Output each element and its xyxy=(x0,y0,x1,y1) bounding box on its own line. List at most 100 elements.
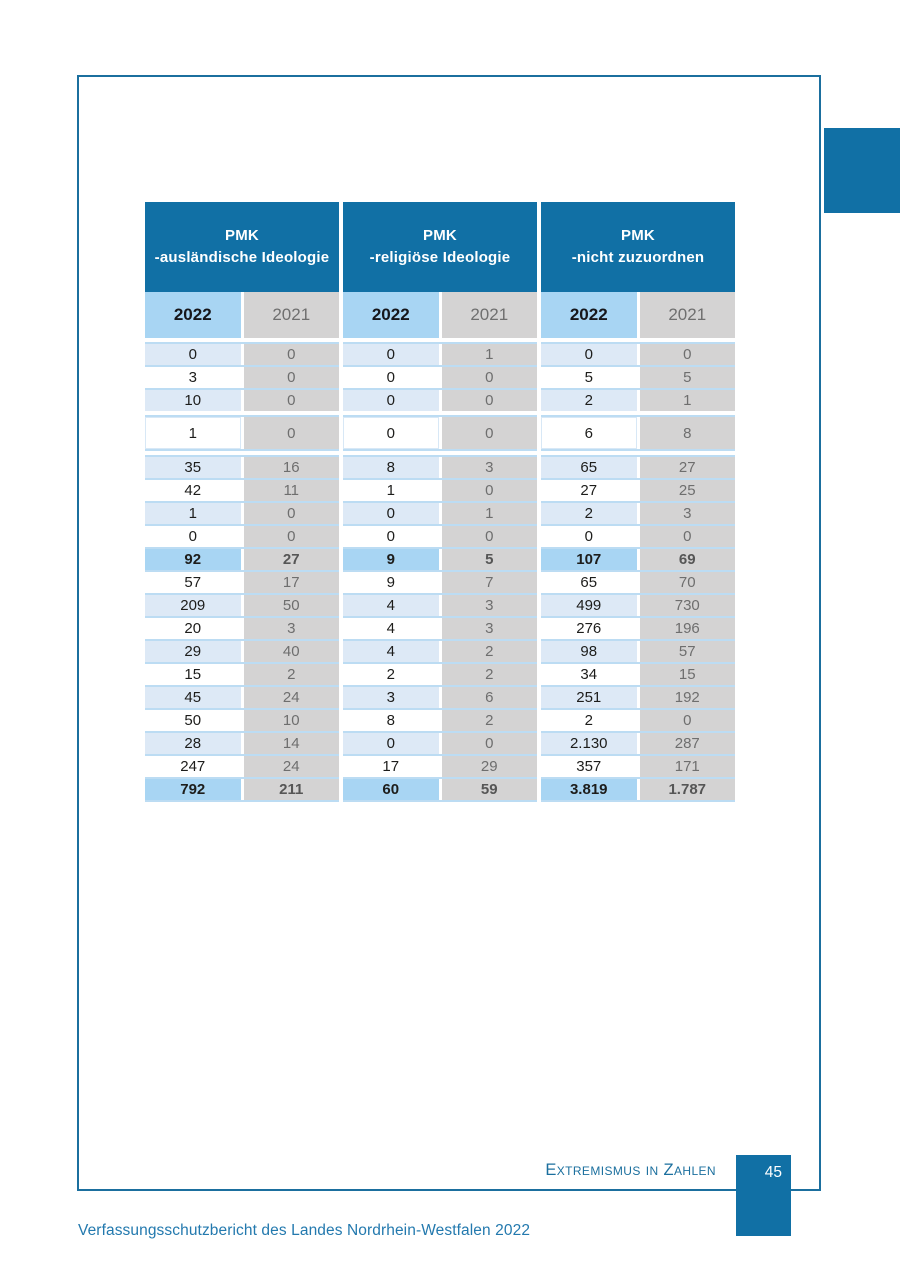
summary-row: 107 69 xyxy=(541,547,735,570)
value-2022: 27 xyxy=(541,480,637,501)
value-2021: 1 xyxy=(441,503,537,524)
value-2021: 730 xyxy=(639,595,735,616)
value-2021: 7 xyxy=(441,572,537,593)
value-2022: 792 xyxy=(145,779,241,800)
value-2022: 0 xyxy=(343,733,439,754)
value-2022: 4 xyxy=(343,618,439,639)
value-2022: 251 xyxy=(541,687,637,708)
value-2022: 17 xyxy=(343,756,439,777)
table-row: 209 50 xyxy=(145,593,339,616)
value-2021: 3 xyxy=(441,457,537,478)
value-2021: 57 xyxy=(639,641,735,662)
value-2021: 0 xyxy=(639,526,735,547)
value-2021: 0 xyxy=(441,733,537,754)
value-2022: 5 xyxy=(541,367,637,388)
value-2022: 0 xyxy=(343,417,439,449)
value-2022: 4 xyxy=(343,641,439,662)
table-row: 34 15 xyxy=(541,662,735,685)
group-header: PMK -nicht zuzuordnen xyxy=(541,202,735,292)
table-row: 17 29 xyxy=(343,754,537,777)
value-2022: 50 xyxy=(145,710,241,731)
table-row: 28 14 xyxy=(145,731,339,754)
value-2022: 65 xyxy=(541,457,637,478)
value-2021: 3 xyxy=(243,618,339,639)
table-row: 27 25 xyxy=(541,478,735,501)
value-2021: 2 xyxy=(243,664,339,685)
table-row: 50 10 xyxy=(145,708,339,731)
table-row: 45 24 xyxy=(145,685,339,708)
table-row: 57 17 xyxy=(145,570,339,593)
year-header-2022: 2022 xyxy=(343,292,439,338)
summary-row: 3.819 1.787 xyxy=(541,777,735,800)
value-2021: 25 xyxy=(639,480,735,501)
table-row: 357 171 xyxy=(541,754,735,777)
value-2022: 0 xyxy=(343,390,439,411)
data-rows: 0 0 3 0 10 0 1 0 35 16 42 11 1 0 0 0 92 27 57 17 209 50 20 3 29 4… xyxy=(145,342,339,802)
value-2021: 24 xyxy=(243,756,339,777)
value-2022: 276 xyxy=(541,618,637,639)
value-2022: 2 xyxy=(343,664,439,685)
value-2021: 40 xyxy=(243,641,339,662)
table-row: 15 2 xyxy=(145,662,339,685)
value-2021: 0 xyxy=(639,344,735,365)
value-2022: 209 xyxy=(145,595,241,616)
table-row: 247 24 xyxy=(145,754,339,777)
value-2022: 20 xyxy=(145,618,241,639)
value-2022: 42 xyxy=(145,480,241,501)
value-2021: 0 xyxy=(243,390,339,411)
value-2021: 50 xyxy=(243,595,339,616)
value-2022: 3.819 xyxy=(541,779,637,800)
value-2021: 3 xyxy=(639,503,735,524)
value-2022: 2 xyxy=(541,710,637,731)
group-title-line2: -ausländische Ideologie xyxy=(154,249,330,266)
value-2022: 10 xyxy=(145,390,241,411)
value-2022: 45 xyxy=(145,687,241,708)
value-2021: 287 xyxy=(639,733,735,754)
value-2021: 17 xyxy=(243,572,339,593)
value-2022: 0 xyxy=(343,503,439,524)
value-2021: 0 xyxy=(441,480,537,501)
value-2021: 0 xyxy=(639,710,735,731)
year-header-2021: 2021 xyxy=(441,292,537,338)
group-title-line2: -religiöse Ideologie xyxy=(369,249,511,266)
value-2021: 27 xyxy=(639,457,735,478)
year-header-2021: 2021 xyxy=(243,292,339,338)
value-2021: 3 xyxy=(441,618,537,639)
value-2022: 92 xyxy=(145,549,241,570)
page-number: 45 xyxy=(764,1164,782,1181)
group-title-line1: PMK xyxy=(423,227,457,244)
value-2021: 11 xyxy=(243,480,339,501)
value-2022: 0 xyxy=(145,344,241,365)
group-header: PMK -ausländische Ideologie xyxy=(145,202,339,292)
table-row: 29 40 xyxy=(145,639,339,662)
value-2022: 107 xyxy=(541,549,637,570)
value-2021: 1 xyxy=(441,344,537,365)
value-2022: 2.130 xyxy=(541,733,637,754)
value-2021: 192 xyxy=(639,687,735,708)
page-number-box: 45 xyxy=(736,1155,791,1236)
value-2022: 9 xyxy=(343,549,439,570)
value-2021: 2 xyxy=(441,664,537,685)
value-2021: 1.787 xyxy=(639,779,735,800)
